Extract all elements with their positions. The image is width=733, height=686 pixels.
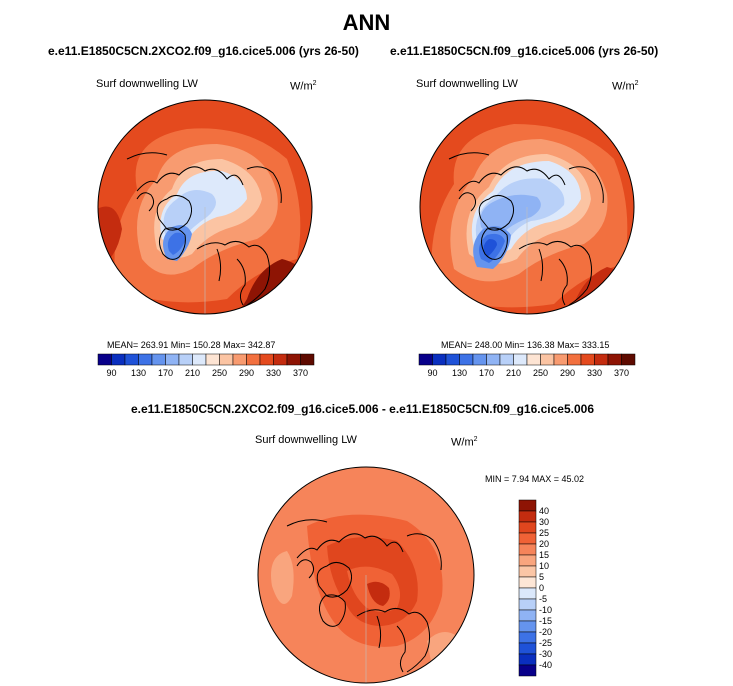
- panel1-colorbar-swatch: [151, 353, 166, 366]
- panel3-colorbar-swatch: [518, 598, 537, 611]
- panel2-colorbar-swatch: [445, 353, 460, 366]
- panel3-colorbar-swatch: [518, 642, 537, 655]
- panel1-colorbar-tick-label: 130: [131, 368, 146, 378]
- panel2-colorbar-tick-label: 130: [452, 368, 467, 378]
- panel3-units: W/m2: [451, 436, 478, 449]
- panel3-polar-map: [257, 466, 475, 684]
- panel3-colorbar-tick-label: -5: [539, 594, 547, 604]
- panel2-colorbar-swatch: [513, 353, 528, 366]
- panel2-colorbar-swatch: [418, 353, 433, 366]
- panel1-colorbar-tick-label: 170: [158, 368, 173, 378]
- panel2-polar-map: [419, 99, 635, 315]
- panel3-colorbar-swatch: [518, 565, 537, 578]
- panel3-colorbar-tick-label: 15: [539, 550, 549, 560]
- panel1-colorbar-swatch: [124, 353, 139, 366]
- panel2-colorbar-swatch: [621, 353, 636, 366]
- panel1-variable-label: Surf downwelling LW: [96, 78, 198, 90]
- panel3-colorbar-tick-label: 25: [539, 528, 549, 538]
- panel3-colorbar-tick-label: -25: [539, 638, 552, 648]
- panel2-colorbar-swatch: [459, 353, 474, 366]
- panel2-title: e.e11.E1850C5CN.f09_g16.cice5.006 (yrs 2…: [390, 44, 659, 58]
- panel1-polar-map: [97, 99, 313, 315]
- panel2-stats: MEAN= 248.00 Min= 136.38 Max= 333.15: [441, 340, 610, 350]
- panel1-colorbar-tick-label: 250: [212, 368, 227, 378]
- panel2-colorbar-tick-label: 250: [533, 368, 548, 378]
- panel1-title: e.e11.E1850C5CN.2XCO2.f09_g16.cice5.006 …: [48, 44, 359, 58]
- panel2-colorbar-swatch: [526, 353, 541, 366]
- panel3-variable-label: Surf downwelling LW: [255, 434, 357, 446]
- panel3-colorbar-swatch: [518, 609, 537, 622]
- panel2-colorbar-swatch: [594, 353, 609, 366]
- panel3-colorbar-tick-label: -20: [539, 627, 552, 637]
- panel2-colorbar-tick-label: 90: [427, 368, 437, 378]
- panel2-colorbar-swatch: [472, 353, 487, 366]
- panel3-colorbar-swatch: [518, 521, 537, 534]
- panel2-colorbar-swatch: [607, 353, 622, 366]
- panel3-colorbar-tick-label: -40: [539, 660, 552, 670]
- panel3-colorbar-swatch: [518, 510, 537, 523]
- panel1-colorbar-swatch: [273, 353, 288, 366]
- panel1-colorbar-swatch: [192, 353, 207, 366]
- panel3-colorbar-swatch: [518, 532, 537, 545]
- panel2-colorbar-swatch: [540, 353, 555, 366]
- panel1-colorbar-swatch: [165, 353, 180, 366]
- panel1-colorbar-tick-label: 290: [239, 368, 254, 378]
- panel1-colorbar-swatch: [178, 353, 193, 366]
- panel1-units: W/m2: [290, 80, 317, 93]
- panel2-colorbar-tick-label: 330: [587, 368, 602, 378]
- panel3-title: e.e11.E1850C5CN.2XCO2.f09_g16.cice5.006 …: [131, 402, 594, 416]
- panel3-colorbar-tick-label: 30: [539, 517, 549, 527]
- panel3-colorbar-tick-label: -30: [539, 649, 552, 659]
- panel3-colorbar-swatch: [518, 576, 537, 589]
- panel2-colorbar-swatch: [432, 353, 447, 366]
- panel2-colorbar-swatch: [486, 353, 501, 366]
- panel1-stats: MEAN= 263.91 Min= 150.28 Max= 342.87: [107, 340, 276, 350]
- panel2-units: W/m2: [612, 80, 639, 93]
- panel3-colorbar-swatch: [518, 664, 537, 677]
- panel1-colorbar-swatch: [97, 353, 112, 366]
- panel3-colorbar-tick-label: 5: [539, 572, 544, 582]
- panel3-colorbar-tick-label: -15: [539, 616, 552, 626]
- panel3-colorbar-swatch: [518, 543, 537, 556]
- panel1-colorbar-swatch: [138, 353, 153, 366]
- panel2-colorbar-tick-label: 370: [614, 368, 629, 378]
- panel3-colorbar-swatch: [518, 499, 537, 512]
- panel3-colorbar-tick-label: 20: [539, 539, 549, 549]
- panel3-colorbar-swatch: [518, 631, 537, 644]
- panel1-colorbar: 90 130 170 210 250 290 330 370: [97, 353, 315, 378]
- panel1-colorbar-swatch: [111, 353, 126, 366]
- panel2-colorbar-tick-label: 210: [506, 368, 521, 378]
- panel3-stats: MIN = 7.94 MAX = 45.02: [485, 474, 585, 484]
- panel1-colorbar-tick-label: 330: [266, 368, 281, 378]
- panel2-variable-label: Surf downwelling LW: [416, 78, 518, 90]
- panel1-colorbar-swatch: [205, 353, 220, 366]
- panel2-colorbar-swatch: [553, 353, 568, 366]
- panel1-colorbar-swatch: [286, 353, 301, 366]
- panel3-colorbar-tick-label: -10: [539, 605, 552, 615]
- panel1-colorbar-swatch: [259, 353, 274, 366]
- panel3-colorbar-swatch: [518, 653, 537, 666]
- panel1-colorbar-swatch: [219, 353, 234, 366]
- panel2-colorbar-swatch: [499, 353, 514, 366]
- figure-title: ANN: [342, 10, 391, 35]
- panel1-colorbar-swatch: [232, 353, 247, 366]
- panel3-colorbar-swatch: [518, 587, 537, 600]
- panel2-colorbar-tick-label: 170: [479, 368, 494, 378]
- panel1-colorbar-swatch: [300, 353, 315, 366]
- panel2-colorbar: 90 130 170 210 250 290 330 370: [418, 353, 636, 378]
- panel3-colorbar-swatch: [518, 620, 537, 633]
- panel2-colorbar-tick-label: 290: [560, 368, 575, 378]
- panel3-colorbar-tick-label: 10: [539, 561, 549, 571]
- panel1-colorbar-swatch: [246, 353, 261, 366]
- panel1-colorbar-tick-label: 90: [106, 368, 116, 378]
- panel3-colorbar-swatch: [518, 554, 537, 567]
- panel2-colorbar-swatch: [567, 353, 582, 366]
- panel1-colorbar-tick-label: 210: [185, 368, 200, 378]
- panel3-colorbar-tick-label: 0: [539, 583, 544, 593]
- panel1-colorbar-tick-label: 370: [293, 368, 308, 378]
- panel3-colorbar-tick-label: 40: [539, 506, 549, 516]
- panel2-colorbar-swatch: [580, 353, 595, 366]
